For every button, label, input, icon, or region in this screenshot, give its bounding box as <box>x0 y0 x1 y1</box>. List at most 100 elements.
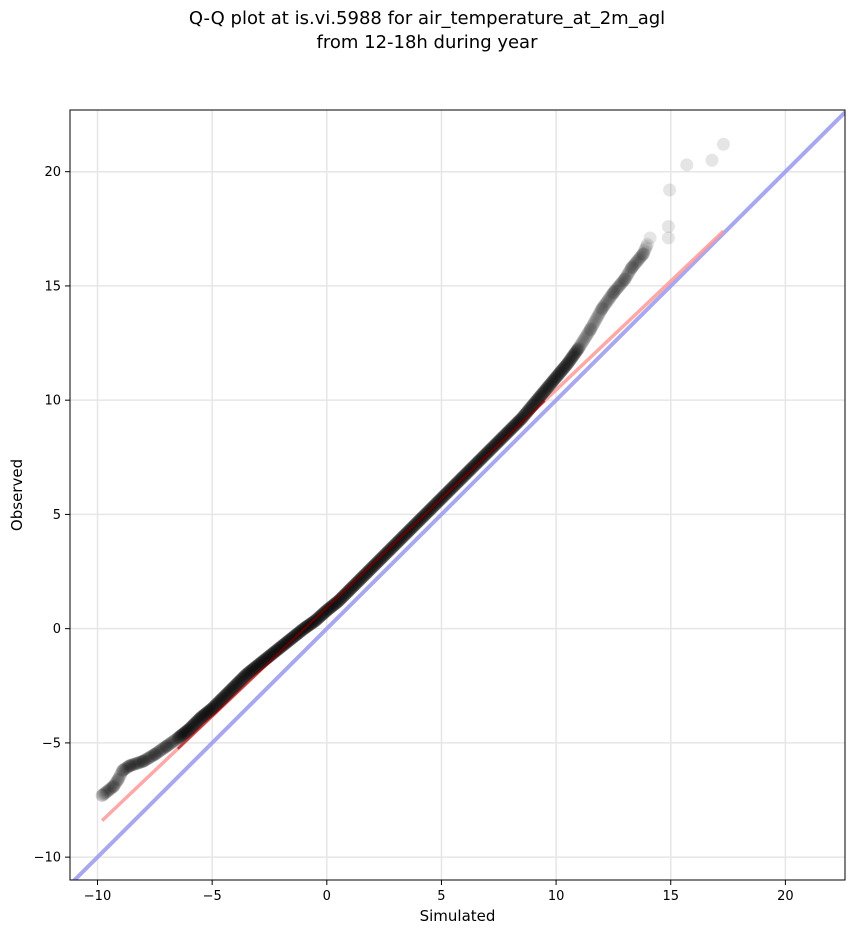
data-point <box>339 586 353 600</box>
data-point <box>231 676 245 690</box>
data-point <box>534 389 548 403</box>
data-point <box>163 736 177 750</box>
data-point <box>484 442 498 456</box>
data-point <box>104 781 118 795</box>
data-point <box>365 561 379 575</box>
data-point <box>509 417 523 431</box>
data-point <box>661 231 675 245</box>
data-point <box>116 763 130 777</box>
data-point <box>325 600 339 614</box>
data-point <box>131 756 145 770</box>
data-point <box>136 754 150 768</box>
data-point <box>606 286 620 300</box>
data-point <box>335 591 349 605</box>
data-point <box>97 787 111 801</box>
data-point <box>102 783 116 797</box>
data-point <box>242 665 256 679</box>
data-point <box>129 757 143 771</box>
data-point <box>156 742 170 756</box>
data-point <box>163 737 177 751</box>
data-point <box>283 632 297 646</box>
data-point <box>589 313 603 327</box>
data-point <box>559 358 573 372</box>
data-point <box>346 579 360 593</box>
data-point <box>572 340 586 354</box>
data-point <box>227 680 241 694</box>
data-point <box>276 638 290 652</box>
data-point <box>96 788 110 802</box>
data-point <box>341 585 355 599</box>
data-point <box>184 721 198 735</box>
data-point <box>357 569 371 583</box>
data-point <box>234 672 248 686</box>
data-point <box>329 596 343 610</box>
data-point <box>386 539 400 553</box>
data-point <box>175 728 189 742</box>
data-point <box>197 708 211 722</box>
data-point <box>346 580 360 594</box>
data-point <box>246 663 260 677</box>
data-point <box>330 595 344 609</box>
data-point <box>491 435 505 449</box>
data-point <box>139 753 153 767</box>
data-point <box>390 536 404 550</box>
data-point <box>591 308 605 322</box>
data-point <box>186 718 200 732</box>
data-point <box>330 595 344 609</box>
data-point <box>154 743 168 757</box>
data-point <box>372 554 386 568</box>
data-point <box>146 749 160 763</box>
data-point <box>222 684 236 698</box>
data-point <box>549 370 563 384</box>
data-point <box>640 238 654 252</box>
data-point <box>220 687 234 701</box>
y-tick-label: 10 <box>44 394 61 409</box>
data-point <box>315 608 329 622</box>
data-point <box>617 273 631 287</box>
data-point <box>122 759 136 773</box>
data-point <box>288 629 302 643</box>
data-point <box>244 664 258 678</box>
data-point <box>609 283 623 297</box>
data-point <box>348 578 362 592</box>
data-point <box>489 437 503 451</box>
data-point <box>159 739 173 753</box>
data-point <box>322 601 336 615</box>
data-point <box>380 546 394 560</box>
data-point <box>159 739 173 753</box>
data-point <box>532 390 546 404</box>
data-point <box>579 329 593 343</box>
data-point <box>351 574 365 588</box>
x-tick-label: 15 <box>662 889 679 904</box>
data-point <box>605 288 619 302</box>
data-point <box>286 631 300 645</box>
data-point <box>144 749 158 763</box>
data-point <box>310 612 324 626</box>
data-point <box>234 673 248 687</box>
data-point <box>350 576 364 590</box>
data-point <box>630 254 644 268</box>
x-axis-label: Simulated <box>420 907 496 925</box>
data-point <box>601 294 615 308</box>
data-point <box>507 419 521 433</box>
data-point <box>481 445 495 459</box>
data-point <box>315 607 329 621</box>
data-point <box>629 255 643 269</box>
data-point <box>554 364 568 378</box>
data-point <box>247 662 261 676</box>
data-point <box>317 605 331 619</box>
data-point <box>376 549 390 563</box>
data-point <box>584 321 598 335</box>
data-point <box>167 734 181 748</box>
data-point <box>486 440 500 454</box>
data-point <box>593 306 607 320</box>
data-point <box>556 362 570 376</box>
data-point <box>661 220 675 234</box>
data-point <box>384 542 398 556</box>
data-point <box>167 734 181 748</box>
data-point <box>282 633 296 647</box>
data-point <box>148 747 162 761</box>
data-point <box>308 614 322 628</box>
identity-line <box>71 110 845 880</box>
data-point <box>353 572 367 586</box>
